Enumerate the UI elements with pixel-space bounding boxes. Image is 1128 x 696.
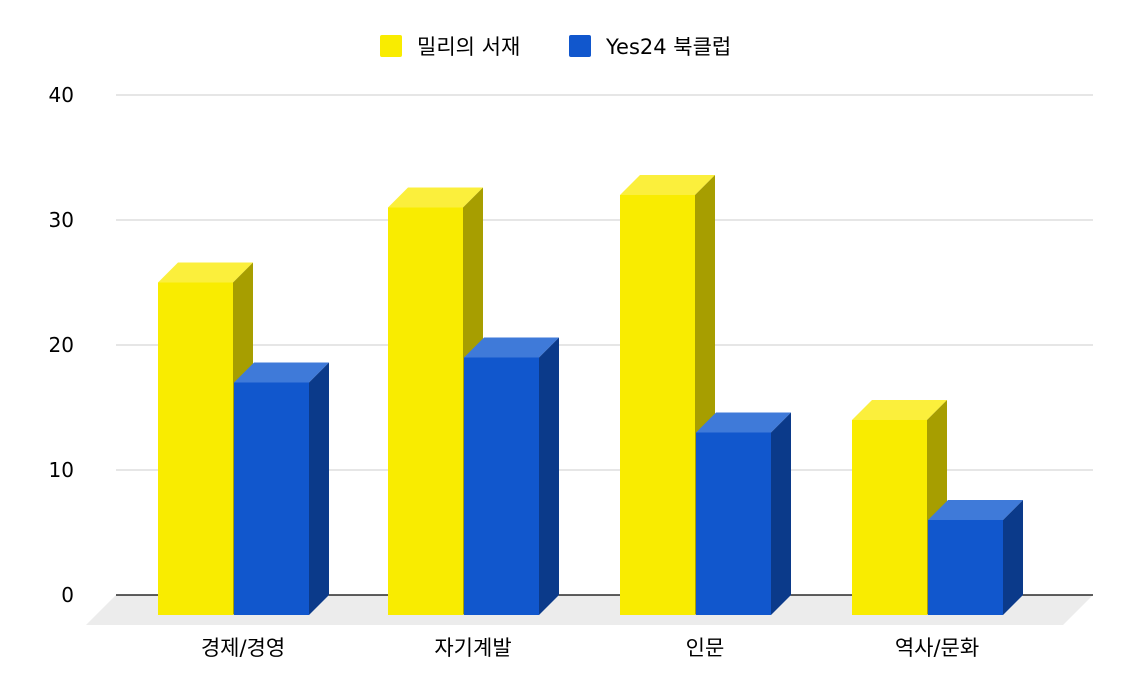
legend-label: 밀리의 서재 bbox=[417, 35, 520, 59]
bar bbox=[928, 500, 1023, 615]
legend-label: Yes24 북클럽 bbox=[605, 35, 731, 59]
bar-front bbox=[620, 195, 695, 615]
bar-top bbox=[620, 175, 715, 195]
x-category-label: 인문 bbox=[686, 636, 725, 660]
bar-front bbox=[852, 420, 927, 615]
bar bbox=[464, 337, 559, 615]
legend-swatch bbox=[380, 35, 402, 57]
legend-swatch bbox=[569, 35, 591, 57]
bar bbox=[696, 412, 791, 615]
x-axis-labels: 경제/경영 자기계발 인문 역사/문화 bbox=[201, 636, 979, 660]
y-tick-label: 20 bbox=[49, 333, 74, 357]
bar bbox=[388, 187, 483, 615]
bar-front bbox=[928, 520, 1003, 615]
y-tick-label: 0 bbox=[61, 583, 74, 607]
bar-top bbox=[464, 337, 559, 358]
bar-front bbox=[388, 207, 463, 615]
bar-side bbox=[1003, 500, 1023, 615]
y-tick-label: 30 bbox=[49, 208, 74, 232]
bar-front bbox=[696, 432, 771, 615]
bar-side bbox=[771, 412, 791, 615]
bar-front bbox=[464, 357, 539, 615]
bar-front bbox=[234, 382, 309, 615]
x-category-label: 역사/문화 bbox=[895, 636, 979, 660]
y-axis-ticks: 0 10 20 30 40 bbox=[49, 83, 74, 607]
legend-item: 밀리의 서재 bbox=[380, 35, 520, 59]
bar-side bbox=[539, 337, 559, 615]
bar-top bbox=[158, 262, 253, 283]
bar-front bbox=[158, 282, 233, 615]
x-category-label: 자기계발 bbox=[434, 636, 511, 660]
x-category-label: 경제/경영 bbox=[201, 636, 285, 660]
chart-floor bbox=[86, 595, 1093, 625]
bar-top bbox=[234, 362, 329, 383]
bar-side bbox=[309, 362, 329, 615]
y-tick-label: 10 bbox=[49, 458, 74, 482]
y-tick-label: 40 bbox=[49, 83, 74, 107]
bar-top bbox=[852, 400, 947, 420]
bar-top bbox=[928, 500, 1023, 520]
legend-item: Yes24 북클럽 bbox=[569, 35, 731, 59]
bar bbox=[234, 362, 329, 615]
bars bbox=[158, 175, 1023, 615]
bar-top bbox=[388, 187, 483, 208]
floor-plane bbox=[86, 595, 1093, 625]
bar-top bbox=[696, 412, 791, 433]
legend: 밀리의 서재 Yes24 북클럽 bbox=[380, 35, 731, 59]
